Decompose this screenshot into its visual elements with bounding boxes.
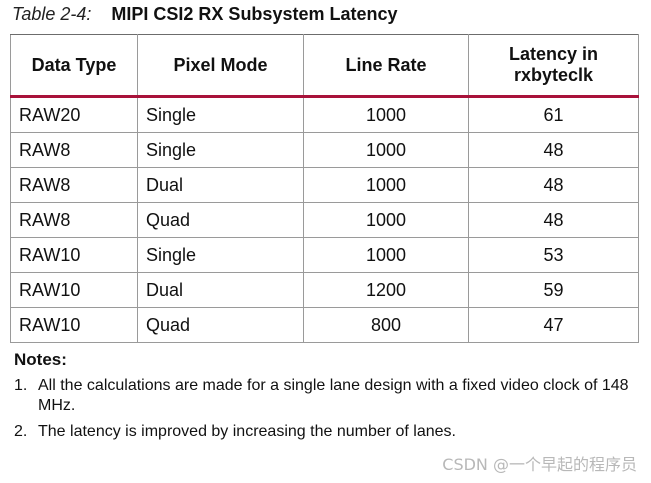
header-line-rate: Line Rate bbox=[303, 34, 469, 98]
cell-data-type: RAW8 bbox=[10, 202, 138, 238]
note-number: 1. bbox=[14, 377, 28, 394]
cell-pixel-mode: Single bbox=[137, 96, 304, 133]
cell-pixel-mode: Quad bbox=[137, 202, 304, 238]
cell-line-rate: 1000 bbox=[303, 237, 469, 273]
table-caption: Table 2-4: MIPI CSI2 RX Subsystem Latency bbox=[12, 4, 398, 25]
header-row: Data Type Pixel Mode Line Rate Latency i… bbox=[10, 34, 639, 98]
note-item: 1. All the calculations are made for a s… bbox=[14, 376, 639, 416]
cell-latency: 48 bbox=[468, 132, 639, 168]
header-data-type: Data Type bbox=[10, 34, 138, 98]
table-row: RAW20 Single 1000 61 bbox=[10, 96, 639, 133]
table-row: RAW10 Single 1000 53 bbox=[10, 237, 639, 273]
cell-latency: 59 bbox=[468, 272, 639, 308]
cell-latency: 53 bbox=[468, 237, 639, 273]
header-pixel-mode: Pixel Mode bbox=[137, 34, 304, 98]
table-row: RAW8 Quad 1000 48 bbox=[10, 202, 639, 238]
latency-table: Data Type Pixel Mode Line Rate Latency i… bbox=[10, 34, 639, 343]
note-number: 2. bbox=[14, 423, 28, 440]
note-item: 2. The latency is improved by increasing… bbox=[14, 422, 639, 442]
cell-pixel-mode: Dual bbox=[137, 167, 304, 203]
cell-data-type: RAW20 bbox=[10, 96, 138, 133]
cell-data-type: RAW10 bbox=[10, 237, 138, 273]
cell-pixel-mode: Single bbox=[137, 237, 304, 273]
cell-data-type: RAW8 bbox=[10, 132, 138, 168]
cell-line-rate: 1000 bbox=[303, 132, 469, 168]
table-number: Table 2-4: bbox=[12, 4, 92, 24]
cell-data-type: RAW10 bbox=[10, 307, 138, 343]
cell-latency: 48 bbox=[468, 167, 639, 203]
cell-latency: 48 bbox=[468, 202, 639, 238]
cell-pixel-mode: Single bbox=[137, 132, 304, 168]
table-row: RAW8 Dual 1000 48 bbox=[10, 167, 639, 203]
cell-line-rate: 800 bbox=[303, 307, 469, 343]
cell-line-rate: 1000 bbox=[303, 202, 469, 238]
table-title: MIPI CSI2 RX Subsystem Latency bbox=[111, 4, 398, 24]
cell-latency: 47 bbox=[468, 307, 639, 343]
cell-line-rate: 1000 bbox=[303, 96, 469, 133]
cell-line-rate: 1000 bbox=[303, 167, 469, 203]
table-row: RAW10 Dual 1200 59 bbox=[10, 272, 639, 308]
note-text: The latency is improved by increasing th… bbox=[38, 423, 456, 440]
cell-pixel-mode: Dual bbox=[137, 272, 304, 308]
cell-latency: 61 bbox=[468, 96, 639, 133]
cell-line-rate: 1200 bbox=[303, 272, 469, 308]
table-row: RAW8 Single 1000 48 bbox=[10, 132, 639, 168]
cell-pixel-mode: Quad bbox=[137, 307, 304, 343]
cell-data-type: RAW10 bbox=[10, 272, 138, 308]
notes-title: Notes: bbox=[14, 350, 67, 369]
table-row: RAW10 Quad 800 47 bbox=[10, 307, 639, 343]
header-latency: Latency in rxbyteclk bbox=[468, 34, 639, 98]
cell-data-type: RAW8 bbox=[10, 167, 138, 203]
csdn-watermark: CSDN @一个早起的程序员 bbox=[442, 455, 637, 474]
note-text: All the calculations are made for a sing… bbox=[38, 377, 629, 414]
notes-section: Notes: 1. All the calculations are made … bbox=[14, 350, 639, 448]
